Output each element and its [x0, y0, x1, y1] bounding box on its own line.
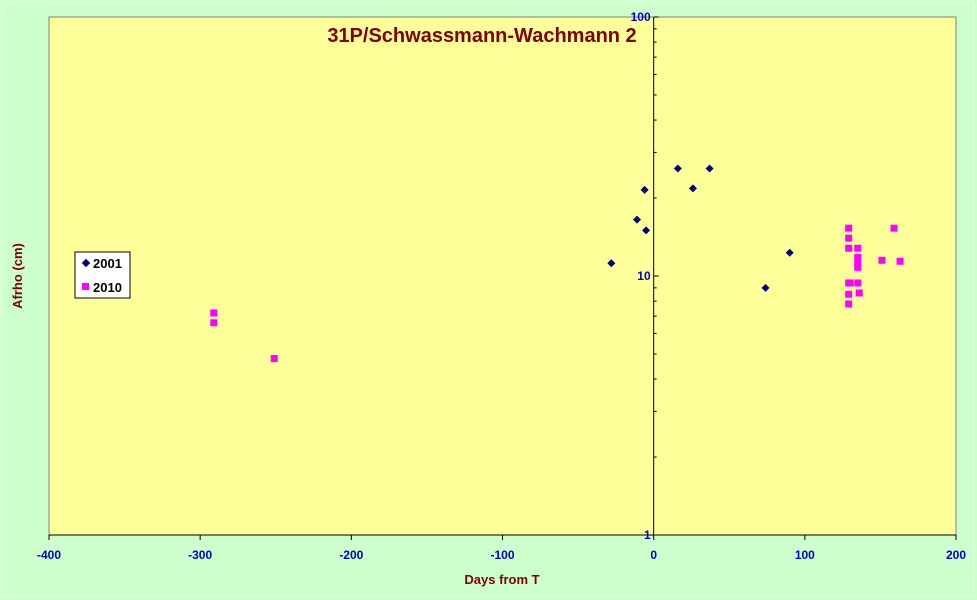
legend-label-2001: 2001: [93, 256, 122, 271]
legend-label-2010: 2010: [93, 280, 122, 295]
legend-marker-2001: [81, 258, 91, 268]
x-tick-label: -400: [37, 548, 61, 562]
x-tick-label: 200: [946, 548, 966, 562]
point-2001: [785, 248, 794, 257]
legend-box: [74, 251, 131, 299]
point-2010: [896, 257, 904, 265]
point-2001: [607, 259, 616, 268]
point-2010: [878, 256, 886, 264]
point-2010: [845, 244, 853, 252]
point-2001: [705, 164, 714, 173]
point-2010: [854, 253, 862, 261]
point-2010: [846, 279, 854, 287]
data-points: [210, 164, 904, 363]
point-2010: [854, 279, 862, 287]
point-2010: [210, 309, 218, 317]
point-2010: [210, 319, 218, 327]
point-2001: [642, 226, 651, 235]
point-2010: [845, 234, 853, 242]
plot-area: [48, 16, 957, 536]
point-2010: [270, 355, 278, 363]
x-tick-label: -100: [490, 548, 514, 562]
legend: 2001 2010: [74, 251, 131, 299]
point-2001: [640, 185, 649, 194]
point-2001: [673, 164, 682, 173]
point-2001: [761, 283, 770, 292]
point-2001: [688, 184, 697, 193]
point-2010: [890, 224, 898, 232]
y-tick-label: 100: [631, 10, 651, 24]
x-axis-title: Days from T: [464, 572, 539, 587]
x-tick-label: -200: [339, 548, 363, 562]
x-tick-label: 100: [795, 548, 815, 562]
x-tick-label: 0: [650, 548, 657, 562]
point-2010: [845, 290, 853, 298]
point-2010: [845, 224, 853, 232]
y-tick-label: 1: [644, 528, 651, 542]
point-2001: [633, 215, 642, 224]
point-2010: [854, 263, 862, 271]
point-2010: [855, 289, 863, 297]
point-2010: [845, 300, 853, 308]
point-2010: [854, 259, 862, 267]
tick-labels: 1 10 100 -400 -300 -200 -100 0 100 200: [37, 10, 966, 562]
chart-title: 31P/Schwassmann-Wachmann 2: [327, 25, 636, 47]
legend-marker-2010: [82, 283, 89, 290]
x-tick-label: -300: [188, 548, 212, 562]
axes: [48, 16, 957, 540]
point-2010: [854, 244, 862, 252]
y-tick-label: 10: [637, 269, 651, 283]
y-axis-title: Afrho (cm): [10, 243, 25, 309]
